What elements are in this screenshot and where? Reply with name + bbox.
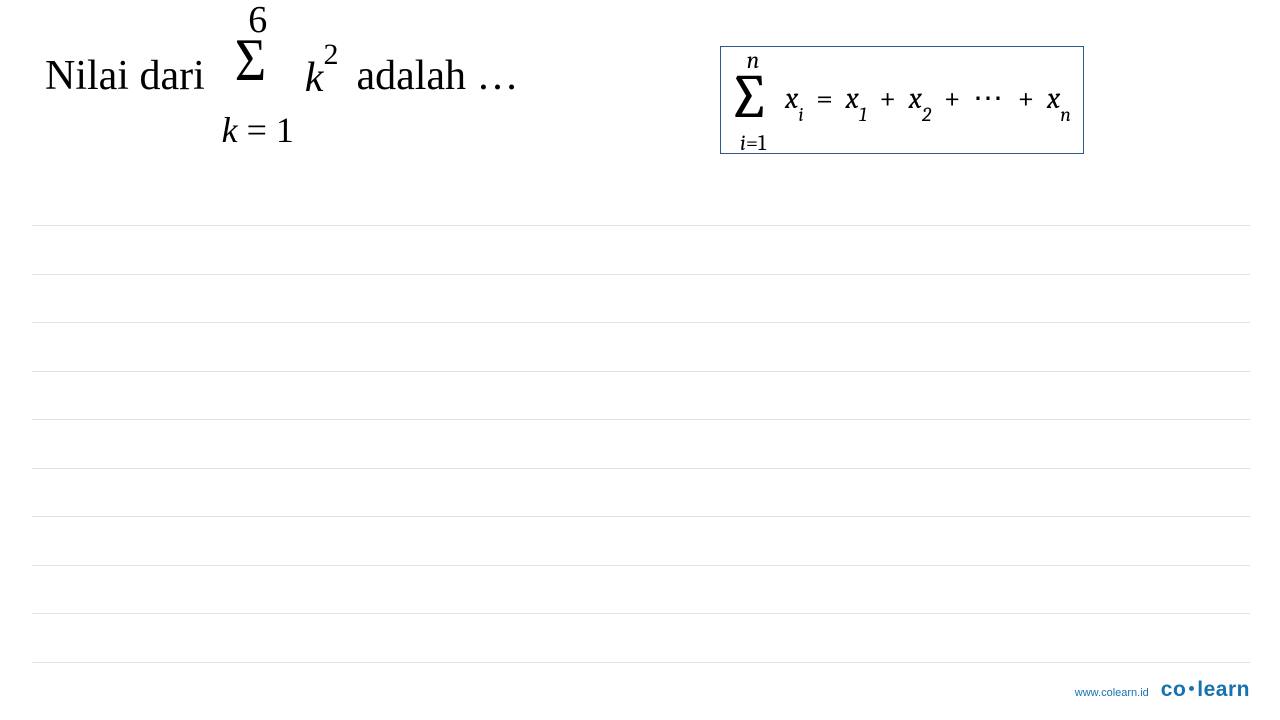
- rhs-x1: x: [846, 81, 859, 116]
- branding: www.colearn.id colearn: [1075, 678, 1250, 702]
- page: Nilai dari 6 Σ k = 1 k2 adalah … n ∑ i=1…: [0, 0, 1280, 720]
- sigma-lower-val: 1: [276, 110, 294, 150]
- rhs-plus-3: +: [1012, 81, 1041, 116]
- sigma-main: 6 Σ k = 1: [223, 0, 293, 145]
- rule-line: [32, 662, 1250, 663]
- rule-line: [32, 322, 1250, 323]
- sigma-def-lower: i=1: [727, 130, 779, 156]
- brand-logo-learn: learn: [1197, 678, 1250, 701]
- rhs-sub-1: 1: [859, 103, 867, 126]
- rhs-eq: =: [810, 81, 839, 116]
- lead-text: Nilai dari: [45, 52, 205, 100]
- brand-logo-co: co: [1161, 678, 1187, 701]
- rule-line: [32, 371, 1250, 372]
- problem-statement: Nilai dari 6 Σ k = 1 k2 adalah …: [45, 6, 519, 145]
- sigma-lower-limit: k = 1: [203, 109, 313, 151]
- rhs-sub-2: 2: [922, 103, 931, 126]
- rule-line: [32, 225, 1250, 226]
- sigma-definition: n ∑ i=1: [727, 50, 779, 150]
- summand-var: k: [305, 55, 324, 101]
- rhs-xn: x: [1047, 81, 1060, 116]
- rhs-x2: x: [909, 81, 922, 116]
- rhs-dots: ⋯: [973, 81, 1005, 116]
- sigma-lower-var: k: [222, 110, 238, 150]
- sigma-def-glyph: ∑: [727, 66, 771, 128]
- rule-line: [32, 565, 1250, 566]
- rule-line: [32, 613, 1250, 614]
- formula-rhs: xi = x1 + x2 + ⋯ + xn: [785, 81, 1071, 120]
- summand-exponent: 2: [323, 38, 338, 71]
- sigma-lower-eq: =: [238, 110, 276, 150]
- brand-url: www.colearn.id: [1075, 687, 1149, 699]
- rule-line: [32, 516, 1250, 517]
- sigma-def-lower-val: 1: [758, 130, 766, 156]
- rule-line: [32, 274, 1250, 275]
- sigma-glyph: Σ: [235, 30, 266, 90]
- summand-expression: k2: [305, 50, 339, 102]
- rhs-sub-n: n: [1060, 103, 1071, 126]
- brand-logo: colearn: [1161, 678, 1250, 702]
- rhs-plus-2: +: [938, 81, 967, 116]
- trail-text: adalah …: [356, 52, 518, 100]
- rhs-x-i: x: [785, 81, 798, 116]
- rule-line: [32, 468, 1250, 469]
- formula-box: n ∑ i=1 xi = x1 + x2 + ⋯ + xn: [720, 46, 1084, 154]
- brand-logo-dot-icon: [1189, 686, 1194, 691]
- rhs-plus-1: +: [873, 81, 902, 116]
- rhs-sub-i: i: [798, 103, 803, 126]
- writing-lines: [32, 225, 1250, 710]
- sigma-def-lower-eq: =: [746, 130, 758, 156]
- rule-line: [32, 419, 1250, 420]
